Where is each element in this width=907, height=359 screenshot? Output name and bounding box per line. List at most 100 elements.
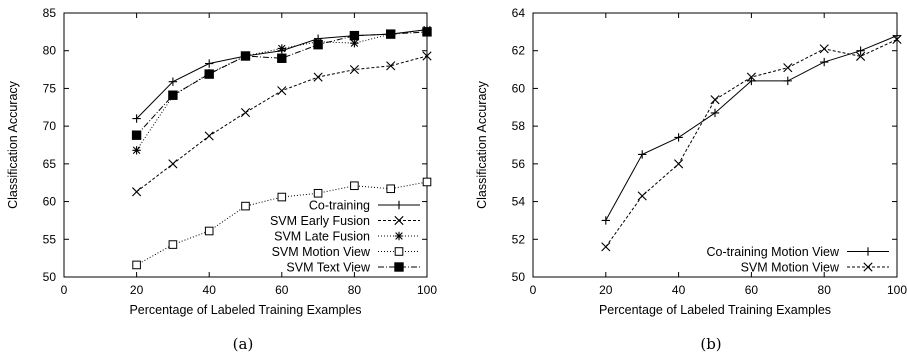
data-point (422, 51, 432, 61)
data-point (601, 216, 610, 225)
data-point (131, 130, 142, 140)
series-line (136, 31, 428, 136)
data-point (204, 226, 214, 236)
legend-label: Co-training Motion View (707, 245, 840, 259)
series-svm-text-view (131, 27, 432, 140)
legend-label: SVM Motion View (741, 261, 840, 275)
data-point (350, 38, 359, 48)
data-point (710, 108, 720, 118)
chart-b: 50 52 54 56 58 60 62 64 0 20 40 60 80 100 Percentage o… (475, 6, 907, 353)
data-point (783, 76, 792, 86)
data-point (674, 159, 684, 169)
data-point (601, 242, 611, 252)
data-point (313, 188, 323, 198)
series-co-training-motion-view (601, 31, 902, 225)
y-tick-label: 54 (512, 195, 526, 209)
legend-label: Co-training (309, 199, 370, 213)
data-point (674, 133, 683, 142)
figure-caption: (b) (700, 335, 721, 353)
data-point (240, 107, 251, 118)
series-svm-motion-view (132, 177, 432, 270)
x-tick-label: 0 (61, 283, 68, 297)
x-tick-label: 20 (599, 283, 613, 297)
y-tick-label: 85 (43, 6, 57, 20)
data-point (204, 69, 214, 79)
data-point (168, 90, 178, 100)
x-tick-label: 80 (818, 283, 832, 297)
y-tick-label: 65 (43, 157, 57, 171)
legend-marker (863, 262, 873, 272)
data-point (168, 159, 178, 169)
data-point (386, 61, 396, 71)
y-tick-label: 62 (512, 44, 526, 58)
legend-marker (394, 231, 404, 241)
series-line (605, 35, 898, 221)
data-point (637, 191, 647, 201)
y-tick-label: 80 (43, 44, 57, 58)
y-tick-label: 58 (512, 119, 526, 133)
data-point (168, 240, 178, 249)
x-tick-label: 60 (745, 283, 759, 297)
data-point (205, 59, 214, 68)
y-tick-label: 60 (43, 195, 57, 209)
legend-marker (394, 247, 404, 256)
x-axis-label: Percentage of Labeled Training Examples (599, 303, 831, 317)
legend-marker (863, 247, 873, 256)
data-point (856, 46, 865, 55)
series-line (136, 55, 428, 193)
data-point (783, 63, 793, 73)
y-axis-label: Classification Accuracy (6, 80, 20, 209)
data-point (204, 131, 214, 141)
data-point (313, 72, 323, 82)
x-tick-label: 40 (203, 283, 217, 297)
x-tick-label: 0 (530, 283, 537, 297)
x-tick-label: 60 (275, 283, 289, 297)
data-point (638, 150, 647, 159)
data-point (132, 187, 142, 197)
data-point (422, 27, 432, 37)
series-line (136, 29, 428, 119)
series-line (605, 38, 898, 248)
y-tick-label: 60 (512, 81, 526, 95)
data-point (349, 64, 359, 75)
series-svm-early-fusion (132, 51, 432, 197)
y-tick-label: 55 (43, 232, 57, 246)
legend-marker (394, 200, 404, 210)
data-point (820, 57, 829, 67)
y-tick-label: 52 (512, 232, 526, 246)
data-point (819, 44, 829, 54)
data-point (168, 77, 178, 86)
figure-caption: (a) (233, 335, 254, 353)
y-tick-label: 70 (43, 119, 57, 133)
data-point (132, 146, 141, 155)
x-tick-label: 80 (348, 283, 362, 297)
data-point (277, 53, 287, 63)
data-point (241, 201, 250, 211)
data-point (313, 39, 323, 50)
data-point (892, 34, 902, 44)
legend-marker (394, 262, 404, 272)
legend-label: SVM Text View (286, 261, 371, 275)
data-point (277, 86, 287, 96)
chart-a: 50 55 60 65 70 75 80 85 0 20 40 60 80 100 Percentage o… (6, 6, 437, 353)
data-point (386, 29, 396, 39)
legend-label: SVM Early Fusion (270, 214, 370, 228)
x-tick-label: 40 (672, 283, 686, 297)
data-point (349, 30, 360, 41)
series-line (136, 181, 428, 266)
data-point (386, 184, 395, 194)
data-point (746, 72, 756, 82)
x-tick-label: 100 (417, 283, 437, 297)
data-point (132, 260, 141, 270)
y-tick-label: 50 (512, 270, 526, 284)
plot-frame (532, 12, 898, 278)
y-tick-label: 75 (43, 81, 57, 95)
legend-marker (394, 215, 404, 226)
legend-label: SVM Late Fusion (274, 230, 370, 244)
legend-label: SVM Motion View (272, 245, 371, 259)
x-tick-label: 100 (887, 283, 907, 297)
y-tick-label: 50 (43, 270, 57, 284)
legend: Co-training Motion View SVM Motion View (707, 245, 889, 275)
